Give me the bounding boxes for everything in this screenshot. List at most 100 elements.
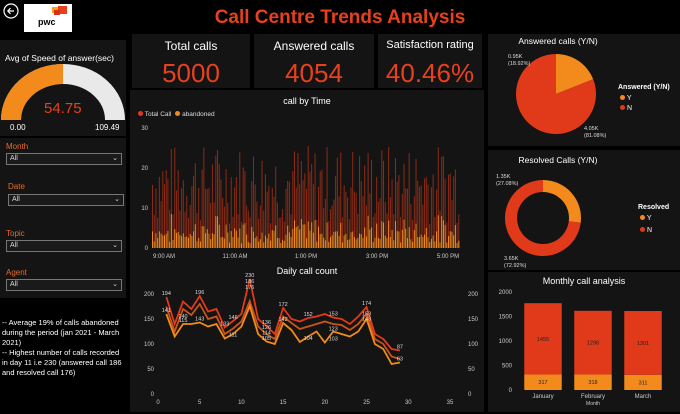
bar-total-call: [225, 169, 227, 248]
bar-total-call: [371, 159, 373, 248]
x-tick-label: 9:00 AM: [153, 254, 175, 260]
bar-total-call: [329, 209, 331, 248]
bar-abandoned: [446, 242, 448, 248]
bar-total-call: [420, 185, 422, 248]
x-category-label: February: [581, 394, 605, 400]
y-left-tick-label: 0: [151, 392, 155, 398]
bar-abandoned: [184, 236, 186, 248]
bar-abandoned: [369, 229, 371, 248]
bar-total-call: [172, 214, 174, 248]
bar-abandoned: [439, 242, 441, 248]
bar-total-call: [268, 185, 270, 248]
bar-total-call: [396, 181, 398, 248]
bar-total-call: [239, 152, 241, 248]
bar-abandoned: [317, 226, 320, 248]
kpi-label: Satisfaction rating: [386, 39, 474, 51]
bar-total-call: [436, 189, 438, 248]
y-right-tick-label: 150: [468, 317, 479, 323]
bar-abandoned: [198, 237, 200, 248]
bar-total-call: [350, 187, 352, 248]
bar-total-call: [266, 191, 268, 248]
month-select[interactable]: All ⌄: [6, 153, 122, 165]
topic-select-value: All: [10, 242, 18, 249]
bar-abandoned: [158, 231, 160, 248]
bar-total-call: [276, 202, 278, 248]
bar-value-label: 318: [588, 380, 597, 386]
x-tick-label: 15: [280, 400, 287, 406]
gauge-panel: Avg of Speed of answer(sec) 54.75 0.00 1…: [0, 40, 126, 136]
bar-abandoned: [367, 215, 369, 248]
bar-abandoned: [225, 224, 227, 248]
bar-total-call: [444, 178, 446, 248]
bar-abandoned: [191, 235, 193, 248]
y-tick-label: 1000: [499, 339, 513, 345]
pwc-logo: pwc: [24, 4, 72, 32]
note-line-1: -- Average 19% of calls abandoned during…: [2, 318, 120, 347]
bar-abandoned: [239, 228, 241, 248]
x-tick-label: 0: [156, 400, 160, 406]
bar-total-call: [155, 188, 157, 248]
kpi-value: 40.46%: [385, 58, 475, 88]
bar-total-call: [424, 178, 426, 248]
slice-label: (81.08%): [584, 133, 606, 139]
bar-abandoned: [292, 228, 294, 248]
bar-abandoned: [393, 240, 395, 248]
call-by-time-chart: 0 10 20 30 9:00 AM 11:00 AM 1:00 PM 3:00 PM 5:00…: [141, 126, 460, 260]
bar-abandoned: [266, 238, 268, 248]
bar-abandoned: [384, 235, 386, 248]
resolved-legend-n: N: [640, 227, 652, 234]
bar-total-call: [456, 222, 458, 248]
bar-total-call: [187, 217, 189, 248]
bar-abandoned: [333, 231, 335, 248]
chevron-down-icon: ⌄: [112, 281, 118, 288]
agent-select[interactable]: All ⌄: [6, 279, 122, 291]
bar-abandoned: [347, 240, 349, 248]
bar-abandoned: [355, 239, 357, 248]
back-button[interactable]: [3, 3, 19, 19]
bar-abandoned: [415, 223, 417, 248]
date-select[interactable]: All ⌄: [8, 194, 124, 206]
bar-abandoned: [167, 230, 169, 248]
bar-abandoned: [177, 231, 179, 248]
bar-abandoned: [360, 234, 362, 248]
bar-abandoned: [312, 232, 314, 248]
bar-segment-lower: [624, 374, 662, 390]
data-label: 143: [195, 317, 204, 323]
resolved-legend-title: Resolved: [638, 204, 670, 211]
bar-abandoned: [394, 221, 397, 248]
bar-abandoned: [229, 242, 231, 248]
gauge-max: 109.49: [95, 123, 120, 132]
bar-total-call: [353, 191, 355, 248]
data-label: 111: [229, 333, 237, 339]
bar-abandoned: [163, 235, 166, 248]
bar-total-call: [283, 221, 285, 248]
bar-abandoned: [396, 231, 398, 248]
bar-total-call: [288, 181, 290, 248]
bar-abandoned: [323, 237, 325, 248]
bar-abandoned: [458, 240, 460, 248]
bar-abandoned: [270, 240, 272, 248]
bar-segment-upper: [624, 311, 662, 375]
x-tick-label: 5: [198, 400, 202, 406]
bar-abandoned: [350, 232, 352, 248]
topic-select[interactable]: All ⌄: [6, 240, 122, 252]
bar-abandoned: [275, 225, 277, 248]
bar-abandoned: [201, 226, 203, 248]
date-select-value: All: [12, 196, 20, 203]
bar-total-call: [338, 196, 340, 248]
bar-abandoned: [456, 243, 458, 248]
bar-abandoned: [282, 239, 284, 248]
bar-total-call: [184, 211, 186, 248]
bar-total-call: [237, 213, 239, 248]
bar-total-call: [175, 190, 177, 248]
bar-abandoned: [242, 224, 244, 248]
bar-total-call: [391, 179, 393, 248]
bar-total-call: [240, 222, 243, 248]
data-label: 143: [362, 317, 371, 323]
monthly-chart: 0 500 1000 1500 2000 317 1455 January 318 1298 Feb…: [499, 290, 662, 407]
bar-abandoned: [389, 236, 391, 248]
bar-abandoned: [271, 230, 273, 248]
bar-abandoned: [418, 236, 420, 248]
bar-total-call: [365, 205, 367, 248]
bar-abandoned: [187, 237, 189, 248]
